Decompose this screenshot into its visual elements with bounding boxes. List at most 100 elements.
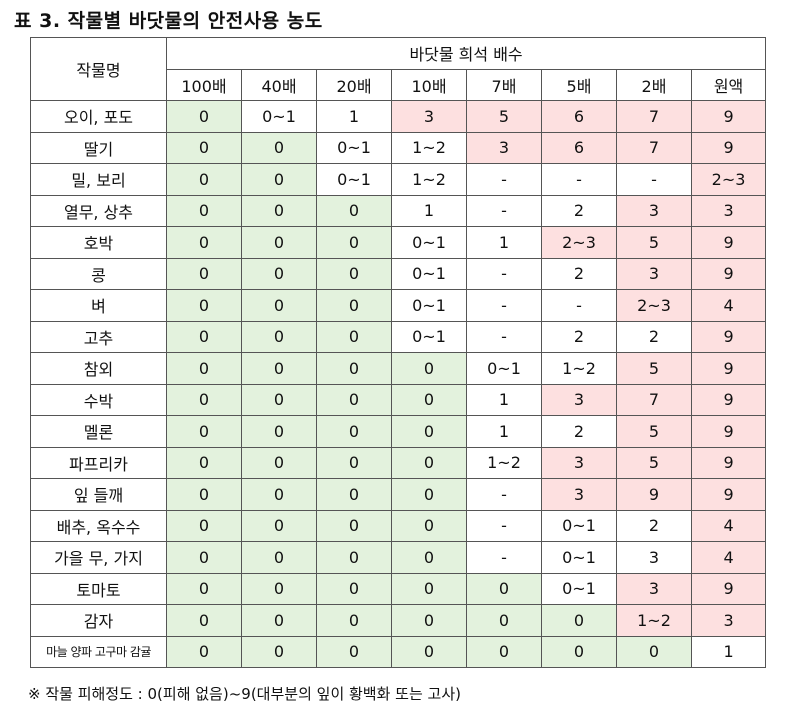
damage-value-cell: 0 (391, 446, 467, 479)
damage-value-cell: 0 (166, 289, 242, 322)
damage-value-cell: 3 (616, 541, 692, 574)
damage-value-cell: 0 (391, 541, 467, 574)
damage-value-cell: 1~2 (391, 163, 467, 196)
damage-value-cell: 0 (316, 635, 392, 668)
table-row: 배추, 옥수수 0 0 0 0-0~1 2 4 (30, 509, 767, 542)
damage-value-cell: 9 (690, 415, 767, 448)
damage-value-cell: 0 (166, 131, 242, 164)
damage-value-cell: 0 (541, 604, 617, 637)
damage-value-cell: 3 (616, 194, 692, 227)
damage-value-cell: 9 (690, 131, 767, 164)
damage-value-cell: 9 (690, 383, 767, 416)
damage-value-cell: 0 (166, 100, 242, 133)
table-body: 오이, 포도 0 0~1 1 3 5 6 7 9 딸기 0 0 0~1 1~2 3 6 7 9 밀, 보리 0 0 0~1… (30, 100, 767, 668)
damage-value-cell: 0 (316, 572, 392, 605)
damage-value-cell: 0 (241, 131, 317, 164)
damage-value-cell: 0 (316, 604, 392, 637)
damage-value-cell: 0 (391, 509, 467, 542)
table-row: 파프리카 0 0 0 0 1~2 3 5 9 (30, 446, 767, 479)
damage-value-cell: 0~1 (316, 163, 392, 196)
damage-value-cell: 9 (690, 257, 767, 290)
table-row: 가을 무, 가지 0 0 0 0-0~1 3 4 (30, 541, 767, 574)
dilution-header: 7배 (466, 68, 542, 101)
damage-value-cell: 0 (241, 383, 317, 416)
damage-value-cell: 0~1 (391, 320, 467, 353)
table-row: 수박 0 0 0 0 1 3 7 9 (30, 383, 767, 416)
damage-value-cell: 1~2 (466, 446, 542, 479)
damage-value-cell: 3 (616, 572, 692, 605)
damage-value-cell: 2~3 (616, 289, 692, 322)
damage-value-cell: 0 (466, 572, 542, 605)
damage-value-cell: 0~1 (541, 572, 617, 605)
crop-name-cell: 가을 무, 가지 (30, 541, 167, 574)
damage-value-cell: 1 (466, 226, 542, 259)
damage-value-cell: 0 (166, 194, 242, 227)
damage-value-cell: 0 (391, 604, 467, 637)
damage-value-cell: 0~1 (391, 226, 467, 259)
damage-value-cell: 0 (241, 635, 317, 668)
damage-value-cell: 3 (391, 100, 467, 133)
damage-value-cell: 0 (316, 478, 392, 511)
damage-value-cell: 0 (241, 541, 317, 574)
damage-value-cell: 0 (241, 257, 317, 290)
damage-value-cell: 3 (690, 194, 767, 227)
crop-name-cell: 배추, 옥수수 (30, 509, 167, 542)
crop-name-cell: 잎 들깨 (30, 478, 167, 511)
crop-name-cell: 열무, 상추 (30, 194, 167, 227)
damage-value-cell: 0 (166, 257, 242, 290)
damage-value-cell: 0 (316, 383, 392, 416)
damage-value-cell: 0 (166, 478, 242, 511)
damage-value-cell: 0 (316, 289, 392, 322)
damage-value-cell: 2 (616, 320, 692, 353)
damage-value-cell: 9 (616, 478, 692, 511)
crop-name-cell: 파프리카 (30, 446, 167, 479)
crop-name-cell: 딸기 (30, 131, 167, 164)
crop-name-cell: 고추 (30, 320, 167, 353)
damage-value-cell: 4 (690, 509, 767, 542)
table-row: 오이, 포도 0 0~1 1 3 5 6 7 9 (30, 100, 767, 133)
crop-name-cell: 호박 (30, 226, 167, 259)
damage-value-cell: 9 (690, 446, 767, 479)
crop-name-cell: 감자 (30, 604, 167, 637)
damage-value-cell: 0 (241, 320, 317, 353)
crop-name-cell: 콩 (30, 257, 167, 290)
damage-value-cell: 0 (241, 163, 317, 196)
damage-value-cell: - (466, 541, 542, 574)
damage-value-cell: 1 (466, 415, 542, 448)
damage-value-cell: 0 (166, 509, 242, 542)
damage-value-cell: 0 (166, 163, 242, 196)
damage-value-cell: - (466, 509, 542, 542)
damage-value-cell: 0 (391, 383, 467, 416)
crop-name-cell: 마늘 양파 고구마 감귤 (30, 635, 167, 668)
damage-value-cell: 2~3 (541, 226, 617, 259)
damage-value-cell: 2 (541, 415, 617, 448)
damage-value-cell: - (541, 289, 617, 322)
damage-value-cell: - (466, 289, 542, 322)
damage-value-cell: 0 (241, 226, 317, 259)
damage-value-cell: 1~2 (616, 604, 692, 637)
damage-value-cell: 3 (541, 446, 617, 479)
damage-value-cell: 0 (316, 446, 392, 479)
damage-value-cell: 9 (690, 352, 767, 385)
damage-value-cell: 2 (541, 257, 617, 290)
damage-value-cell: 7 (616, 100, 692, 133)
damage-value-cell: 1 (391, 194, 467, 227)
crop-name-cell: 밀, 보리 (30, 163, 167, 196)
damage-value-cell: 0 (391, 572, 467, 605)
crop-name-cell: 오이, 포도 (30, 100, 167, 133)
dilution-header: 100배 (166, 68, 242, 101)
damage-value-cell: 0 (316, 541, 392, 574)
damage-value-cell: 0~1 (391, 257, 467, 290)
damage-value-cell: - (466, 194, 542, 227)
damage-value-cell: 5 (616, 352, 692, 385)
damage-value-cell: - (466, 320, 542, 353)
damage-value-cell: 1 (690, 635, 767, 668)
damage-value-cell: 0 (166, 446, 242, 479)
damage-value-cell: 6 (541, 131, 617, 164)
table-row: 감자 0 0 0 0 0 0 1~2 3 (30, 604, 767, 637)
damage-value-cell: 7 (616, 383, 692, 416)
damage-value-cell: 9 (690, 226, 767, 259)
damage-value-cell: 3 (466, 131, 542, 164)
dilution-group-header: 바닷물 희석 배수 (165, 37, 767, 70)
damage-value-cell: 0~1 (241, 100, 317, 133)
